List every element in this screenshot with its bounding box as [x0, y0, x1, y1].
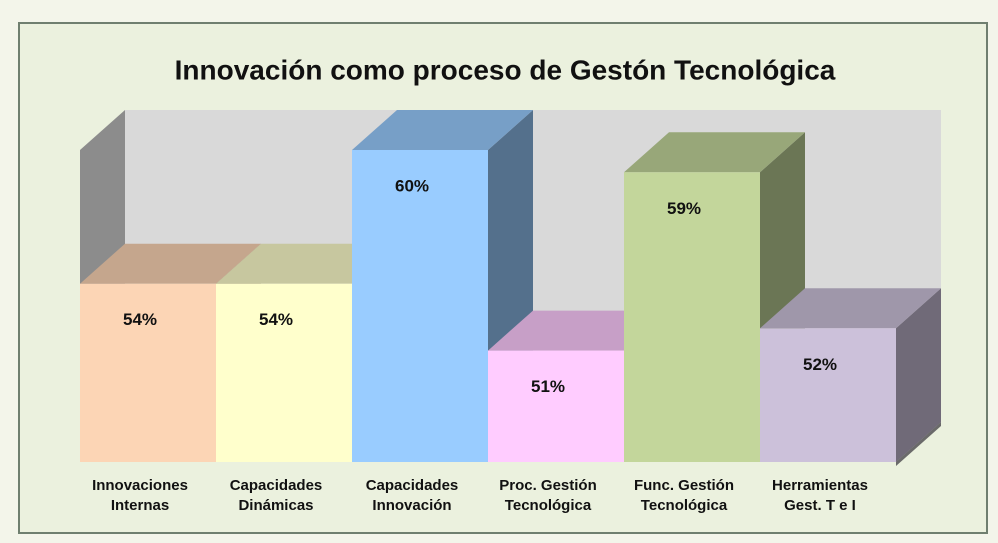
bar	[488, 350, 624, 462]
data-label: 52%	[803, 355, 837, 374]
data-label: 51%	[531, 377, 565, 396]
bar-top	[80, 243, 261, 284]
floor-edge	[896, 422, 941, 466]
bar	[760, 328, 896, 462]
data-label: 54%	[259, 310, 293, 329]
x-tick-label: Capacidades Innovación	[365, 477, 459, 514]
x-tick-label: Func. Gestión Tecnológica	[633, 477, 734, 514]
data-label: 60%	[395, 176, 429, 195]
bar-top	[624, 132, 805, 173]
bar-top	[216, 243, 397, 284]
bar-top	[352, 110, 533, 150]
chart-title: Innovación como proceso de Gestón Tecnol…	[175, 54, 836, 85]
bar	[624, 172, 760, 463]
bar-side	[896, 288, 941, 462]
x-tick-label: Proc. Gestión Tecnológica	[499, 477, 597, 514]
bar-top	[760, 288, 941, 329]
x-tick-label: Herramientas Gest. T e I	[772, 477, 868, 514]
x-tick-label: Innovaciones Internas	[92, 477, 188, 514]
bar	[352, 150, 488, 462]
data-label: 59%	[667, 199, 701, 218]
bar	[216, 283, 352, 462]
bar	[80, 283, 216, 462]
bar-top	[488, 310, 669, 351]
data-label: 54%	[123, 310, 157, 329]
x-tick-label: Capacidades Dinámicas	[229, 477, 323, 514]
